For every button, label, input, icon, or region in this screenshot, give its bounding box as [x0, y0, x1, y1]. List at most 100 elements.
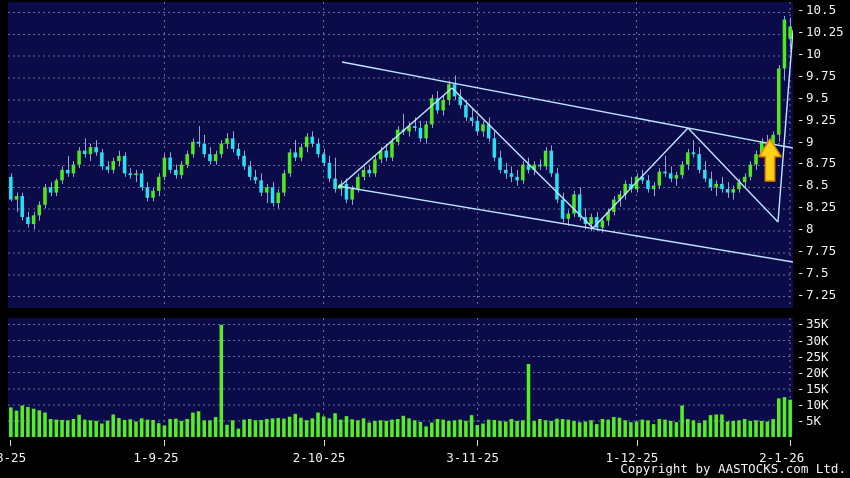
volume-bar [612, 417, 616, 437]
volume-bar [395, 418, 400, 437]
date-tick-mark [790, 440, 792, 446]
volume-bar [708, 415, 713, 437]
volume-bar [532, 420, 536, 437]
volume-bar [282, 418, 286, 437]
volume-bar [213, 417, 218, 437]
price-tick-dash: - [797, 89, 805, 105]
date-tick-label: 3-11-25 [446, 450, 499, 465]
volume-bar [174, 418, 178, 437]
candle-body [105, 166, 110, 170]
candle-body [543, 150, 548, 167]
candle-body [623, 183, 627, 195]
volume-bar [566, 419, 571, 437]
price-tick-label: 10.25 [806, 24, 844, 40]
volume-bar [100, 423, 104, 437]
volume-bar [310, 418, 315, 437]
volume-bar [60, 419, 64, 437]
volume-chart-panel[interactable] [8, 318, 793, 437]
candle-body [469, 117, 474, 121]
candle-series [9, 15, 792, 233]
volume-bar [475, 425, 480, 437]
volume-bar [293, 413, 298, 437]
candle-body [191, 141, 195, 155]
candle-body [361, 169, 366, 177]
candle-body [117, 155, 121, 162]
volume-bar [54, 419, 59, 437]
volume-bar [122, 419, 127, 437]
volume-bar [88, 420, 93, 437]
volume-bar [686, 418, 690, 437]
candle-body [356, 176, 360, 190]
candle-body [708, 178, 713, 188]
candle-body [737, 182, 741, 190]
volume-bar [492, 419, 497, 437]
volume-bar [606, 419, 610, 437]
candle-body [390, 141, 394, 158]
volume-bar [600, 418, 605, 437]
candle-body [196, 141, 201, 144]
volume-bar [401, 415, 406, 437]
volume-bar [771, 418, 775, 437]
volume-bar [236, 428, 241, 437]
volume-tick-label: 20K [806, 364, 829, 380]
volume-bar [26, 407, 30, 437]
volume-bar [378, 420, 383, 437]
candle-body [48, 187, 53, 193]
volume-bar [156, 423, 161, 437]
price-tick-label: 8.75 [806, 155, 837, 171]
candle-body [242, 155, 246, 167]
price-chart-panel[interactable] [8, 2, 793, 308]
volume-bar [469, 415, 474, 437]
volume-bar [390, 419, 394, 437]
candle-body [503, 169, 508, 174]
volume-bar [572, 420, 576, 437]
volume-bar [464, 420, 468, 437]
candle-body [293, 152, 298, 158]
candle-body [9, 176, 13, 200]
candle-body [219, 143, 224, 155]
candle-body [640, 176, 645, 181]
volume-bar [407, 418, 411, 437]
price-tick-dash: - [797, 24, 805, 40]
candle-body [538, 164, 542, 167]
volume-bar [31, 408, 36, 437]
volume-bar [242, 419, 246, 437]
candle-body [208, 154, 212, 162]
candle-body [83, 150, 87, 155]
volume-bar [94, 420, 98, 437]
volume-bar [270, 418, 275, 437]
volume-series [9, 324, 792, 437]
volume-bar [543, 420, 548, 437]
candle-body [54, 180, 59, 193]
price-tick-label: 9.25 [806, 111, 837, 127]
candle-body [276, 192, 280, 204]
volume-bar [350, 419, 354, 437]
volume-tick-dash: - [797, 316, 805, 332]
candle-body [566, 213, 571, 219]
candle-body [532, 164, 536, 170]
volume-bar [663, 419, 667, 437]
candle-body [412, 126, 417, 128]
trendline-rally-breakout-line [777, 29, 793, 223]
volume-bar [555, 418, 559, 437]
volume-bar [777, 398, 781, 437]
volume-bar [680, 405, 684, 437]
candle-body [731, 189, 736, 193]
candle-body [771, 134, 775, 148]
candle-body [668, 173, 673, 179]
volume-bar [458, 419, 462, 437]
price-tick-dash: - [797, 199, 805, 215]
volume-bar [225, 424, 229, 437]
volume-tick-label: 25K [806, 348, 829, 364]
volume-bar [503, 421, 508, 437]
volume-bar [486, 419, 491, 437]
volume-bar [253, 420, 258, 437]
candle-body [594, 217, 599, 228]
candle-body [686, 152, 690, 165]
date-tick-mark [10, 440, 11, 446]
volume-bar [452, 420, 457, 437]
price-tick-label: 9.5 [806, 89, 829, 105]
date-tick-mark [477, 440, 479, 446]
candle-body [481, 124, 485, 132]
volume-bar [48, 418, 53, 437]
